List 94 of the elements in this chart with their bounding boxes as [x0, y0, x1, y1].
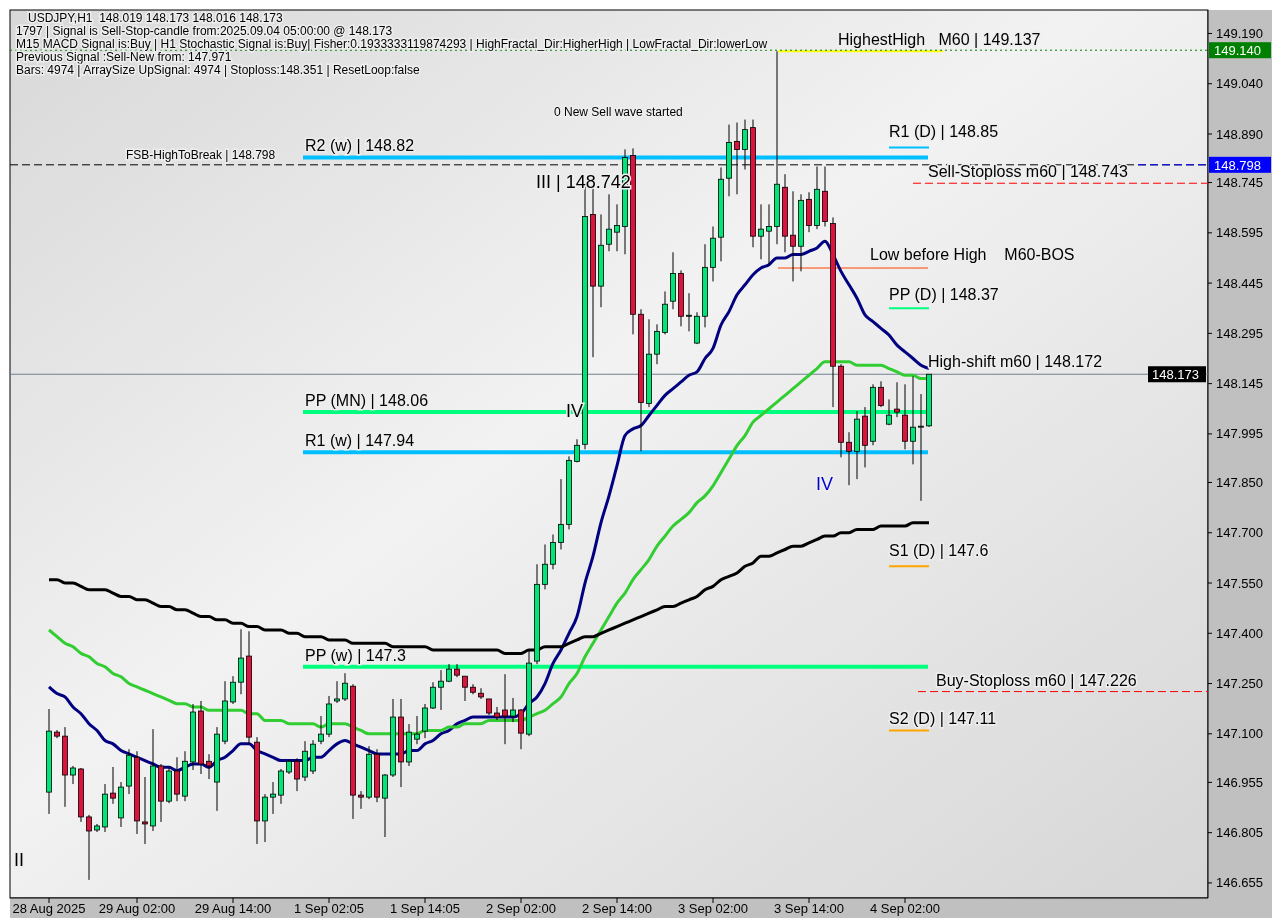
- x-tick-label: 4 Sep 02:00: [869, 901, 941, 916]
- candlestick: [510, 697, 516, 723]
- ref-line-label: Buy-Stoploss m60 | 147.226: [936, 671, 1137, 689]
- candlestick: [846, 431, 852, 486]
- candlestick: [766, 203, 772, 265]
- ref-line-label: S2 (D) | 147.11: [889, 710, 997, 728]
- candlestick: [462, 675, 468, 702]
- candlestick: [542, 543, 548, 590]
- y-tick-label: 147.100: [1216, 726, 1263, 742]
- candlestick: [494, 706, 500, 721]
- annotation: Bars: 4974 | ArraySize UpSignal: 4974 | Stoploss:148.351 | ResetLoop:false: [16, 63, 420, 77]
- candlestick: [918, 393, 924, 502]
- candlestick: [86, 814, 92, 881]
- x-tick-label: 3 Sep 02:00: [677, 901, 749, 916]
- candlestick: [318, 715, 324, 745]
- ref-line-label: S1 (D) | 147.6: [889, 542, 989, 560]
- candlestick: [614, 203, 620, 252]
- annotation: 0 New Sell wave started: [554, 105, 683, 119]
- annotation: High-shift m60 | 148.172: [928, 352, 1103, 370]
- y-tick-label: 148.145: [1216, 376, 1263, 392]
- candlestick: [478, 687, 484, 700]
- y-tick-label: 148.595: [1216, 225, 1263, 241]
- candlestick: [438, 669, 444, 711]
- x-tick-label: 29 Aug 02:00: [98, 901, 176, 916]
- ref-line-label: Low before High M60-BOS: [870, 246, 1075, 264]
- y-tick-label: 148.745: [1216, 175, 1263, 191]
- candlestick: [174, 756, 180, 802]
- candlestick: [606, 193, 612, 252]
- ref-line-label: HighestHigh M60 | 149.137: [838, 31, 1041, 49]
- annotation: IV: [816, 474, 834, 494]
- ref-line-label: PP (w) | 147.3: [305, 646, 406, 664]
- candlestick: [886, 398, 892, 426]
- candlestick: [758, 203, 764, 260]
- annotation: M15 MACD Signal is:Buy | H1 Stochastic Signal is:Buy| Fisher:0.1933333119874293 | HighFractal_Dir:HigherHigh | LowFractal_Dir:lowerLow: [16, 37, 768, 51]
- y-tick-label: 147.250: [1216, 676, 1263, 692]
- candlestick: [110, 766, 116, 805]
- y-tick-label: 146.955: [1216, 774, 1263, 790]
- candlestick: [142, 776, 148, 845]
- ref-line-label: FSB-HighToBreak | 148.798: [126, 147, 276, 162]
- ref-line-label: PP (D) | 148.37: [889, 286, 999, 304]
- x-tick-label: 28 Aug 2025: [12, 901, 86, 916]
- candlestick: [334, 680, 340, 704]
- x-tick-label: 3 Sep 14:00: [773, 901, 845, 916]
- candlestick: [430, 681, 436, 710]
- candlestick: [382, 773, 388, 838]
- candlestick: [358, 790, 364, 810]
- candlestick: [654, 323, 660, 365]
- annotation: USDJPY,H1 148.019 148.173 148.016 148.173: [28, 11, 283, 25]
- y-tick-label: 147.400: [1216, 625, 1263, 641]
- y-tick-label: 147.550: [1216, 575, 1263, 591]
- x-tick-label: 1 Sep 02:05: [293, 901, 365, 916]
- candlestick: [910, 375, 916, 465]
- text: II: [14, 850, 25, 870]
- y-tick-label: 147.850: [1216, 475, 1263, 491]
- y-tick-label: 148.445: [1216, 275, 1263, 291]
- ref-line-label: R1 (D) | 148.85: [889, 123, 999, 141]
- ref-line-label: R1 (w) | 147.94: [305, 432, 415, 450]
- candlestick: [342, 672, 348, 702]
- y-tick-label: 149.190: [1216, 26, 1263, 42]
- annotation: Previous Signal :Sell-New from: 147.971: [16, 50, 232, 64]
- ref-line-label: 148.798: [1214, 157, 1261, 173]
- y-tick-label: 149.040: [1216, 76, 1263, 92]
- ref-line-label: 148.173: [1152, 367, 1199, 383]
- candlestick: [518, 708, 524, 750]
- y-tick-label: 147.700: [1216, 525, 1263, 541]
- annotation: 1797 | Signal is Sell-Stop-candle from:2025.09.04 05:00:00 @ 148.173: [16, 24, 393, 38]
- candlestick: [894, 381, 900, 418]
- candlestick: [414, 715, 420, 745]
- ref-line-label: PP (MN) | 148.06: [305, 392, 429, 410]
- candlestick: [878, 380, 884, 408]
- candlestick: [206, 753, 212, 780]
- candlestick: [558, 478, 564, 550]
- ref-line-label: 149.140: [1214, 43, 1261, 59]
- candlestick: [502, 673, 508, 745]
- y-tick-label: 148.890: [1216, 126, 1263, 142]
- candlestick: [550, 533, 556, 570]
- x-tick-label: 29 Aug 14:00: [194, 901, 272, 916]
- y-tick-label: 147.995: [1216, 426, 1263, 442]
- candlestick: [230, 675, 236, 705]
- y-tick-label: 148.295: [1216, 325, 1263, 341]
- candlestick: [790, 190, 796, 282]
- ref-line-label: R2 (w) | 148.82: [305, 137, 415, 155]
- candlestick: [422, 703, 428, 739]
- x-tick-label: 2 Sep 02:00: [485, 901, 557, 916]
- candlestick: [70, 765, 76, 785]
- y-tick-label: 146.805: [1216, 825, 1263, 841]
- y-tick-label: 146.655: [1216, 875, 1263, 891]
- candlestick: [270, 781, 276, 815]
- ref-line-label: Sell-Stoploss m60 | 148.743: [928, 163, 1128, 181]
- candlestick: [294, 757, 300, 792]
- x-tick-label: 1 Sep 14:05: [389, 901, 461, 916]
- x-tick-label: 2 Sep 14:00: [581, 901, 653, 916]
- candlestick: [262, 793, 268, 843]
- candlestick: [686, 292, 692, 332]
